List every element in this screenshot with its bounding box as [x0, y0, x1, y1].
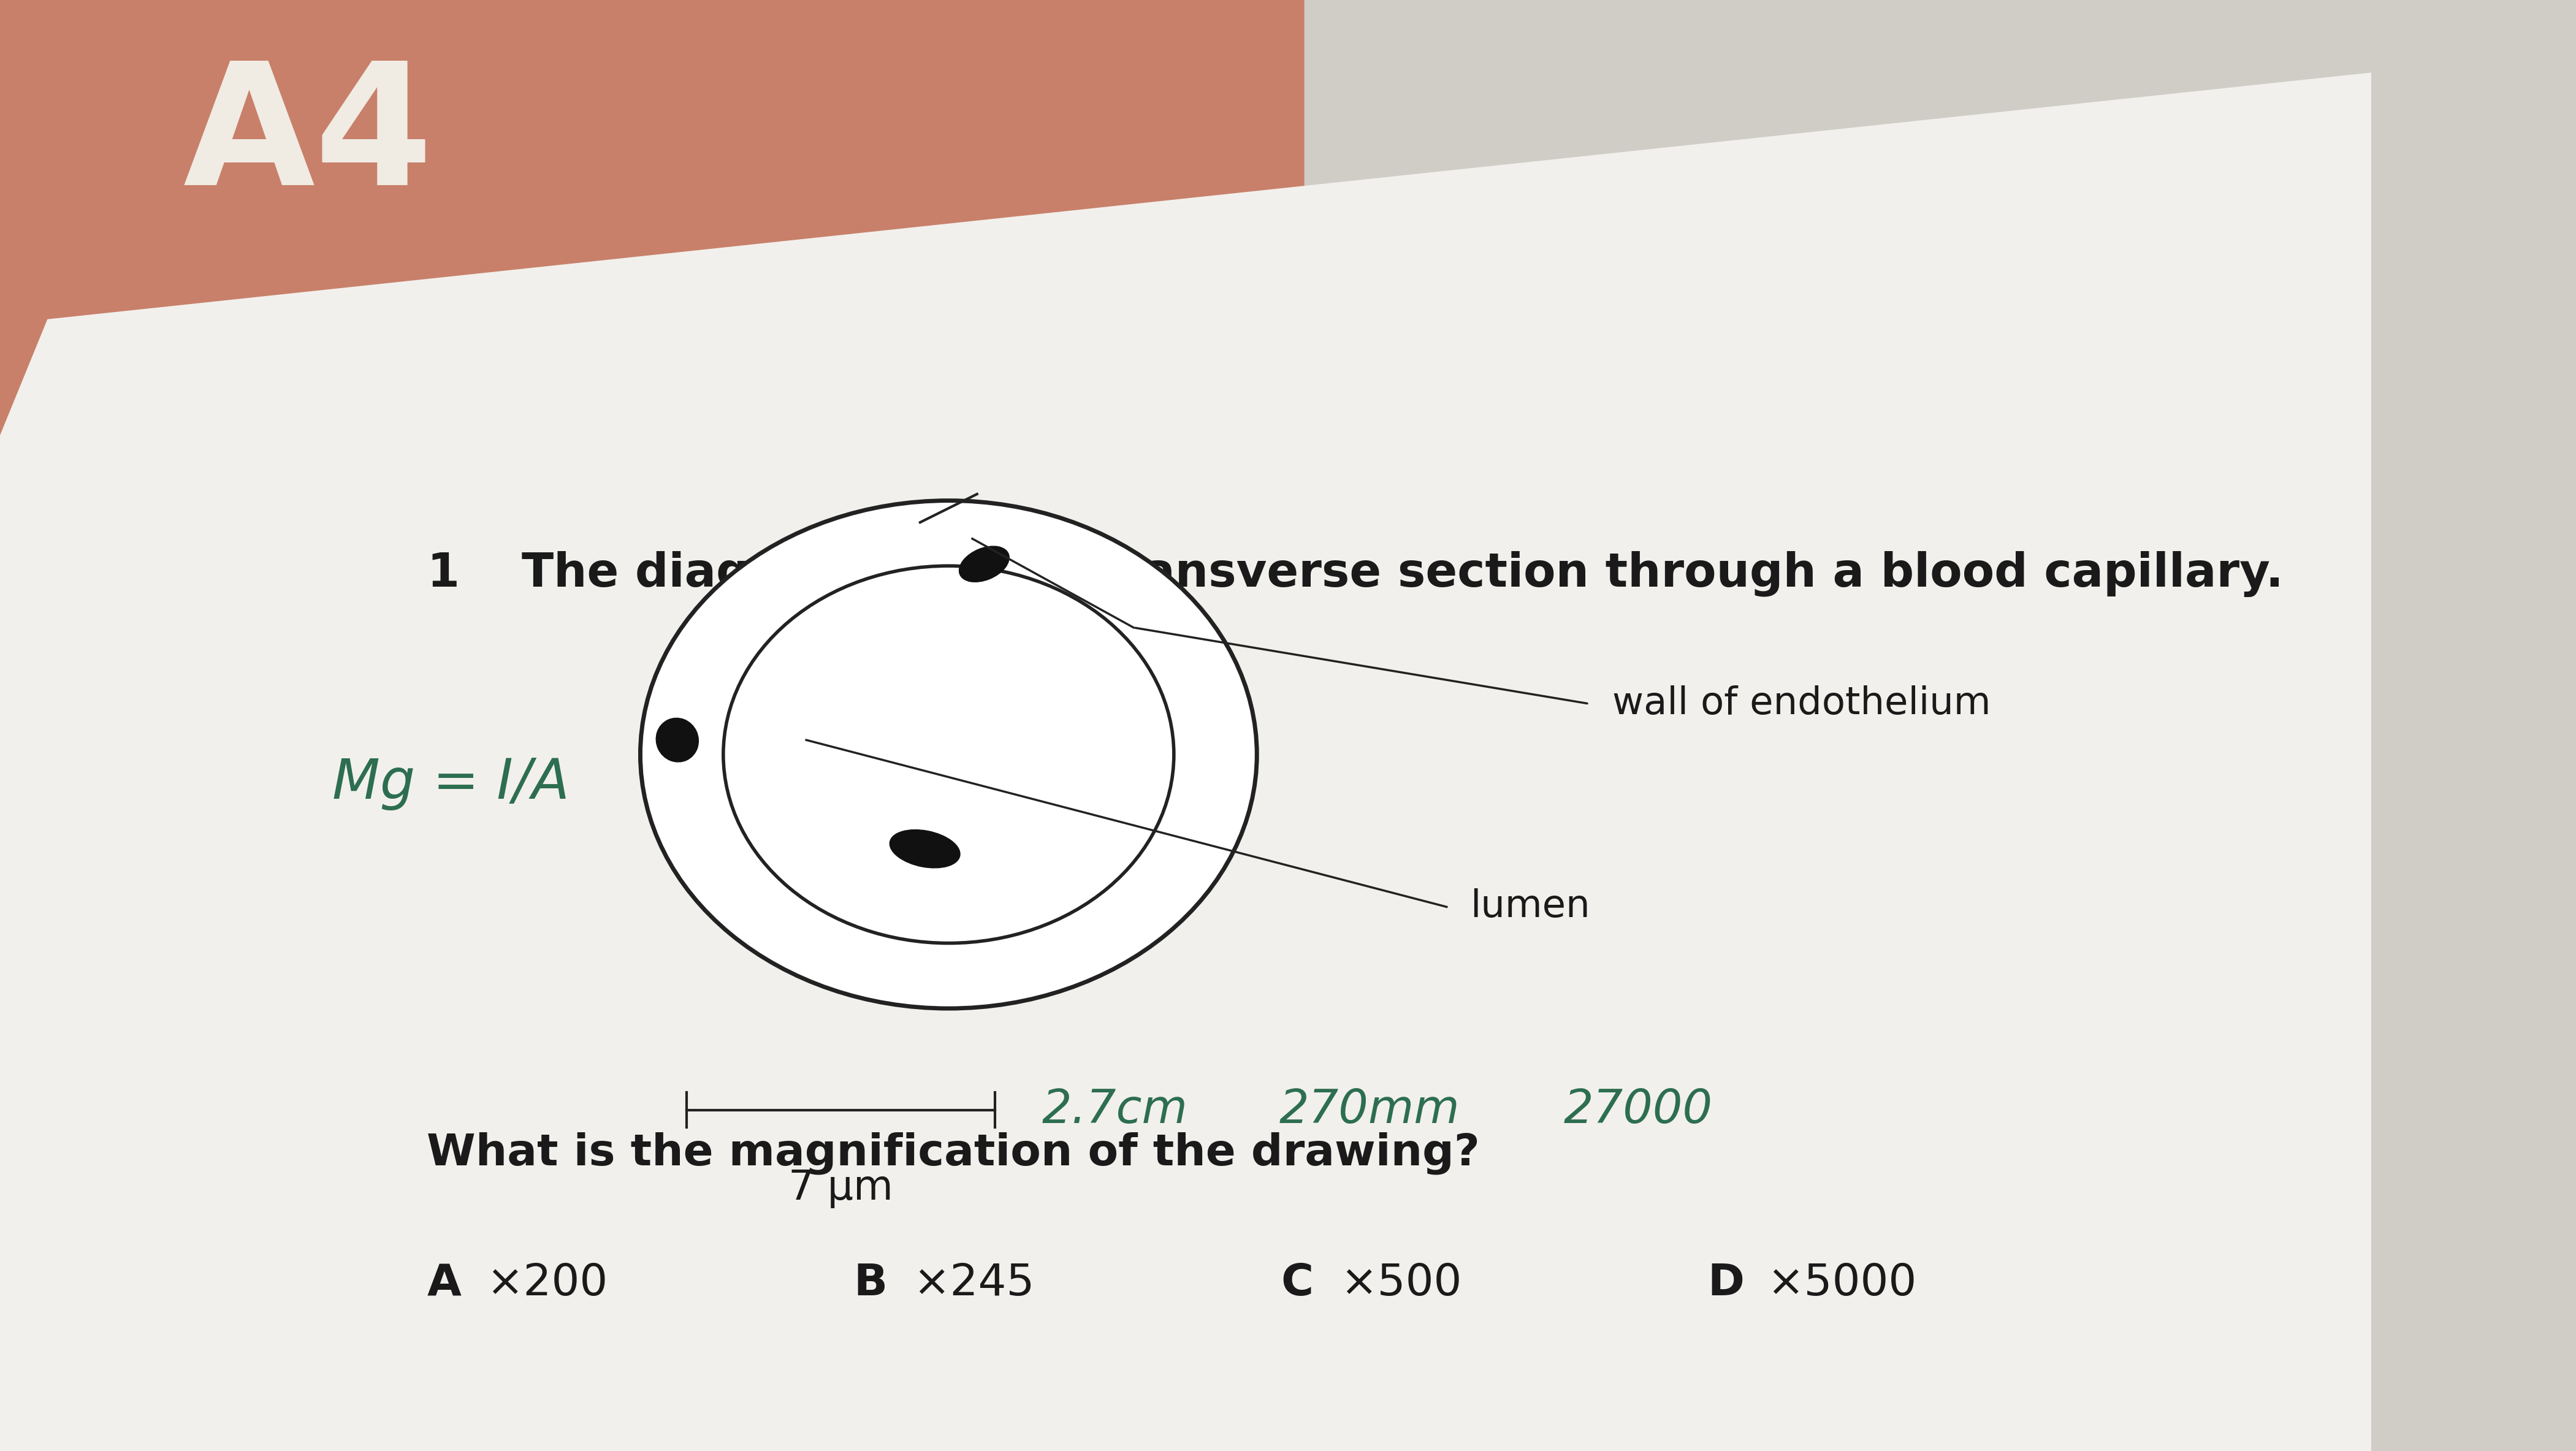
Text: A: A [428, 1262, 461, 1304]
Text: wall of endothelium: wall of endothelium [1613, 685, 1991, 723]
Text: Mg = I/A: Mg = I/A [332, 756, 569, 811]
Text: D: D [1708, 1262, 1744, 1304]
Polygon shape [0, 73, 2372, 1451]
Ellipse shape [958, 546, 1010, 582]
Text: A4: A4 [183, 55, 433, 221]
Text: ×200: ×200 [487, 1262, 608, 1304]
Text: B: B [853, 1262, 889, 1304]
Text: The diagram shows a transverse section through a blood capillary.: The diagram shows a transverse section t… [523, 551, 2282, 598]
Polygon shape [0, 0, 1303, 508]
Text: 1: 1 [428, 551, 459, 596]
Ellipse shape [889, 830, 961, 868]
Text: 7 μm: 7 μm [788, 1168, 894, 1209]
Text: 27000: 27000 [1564, 1087, 1713, 1133]
Text: 270mm: 270mm [1280, 1087, 1461, 1133]
Text: ×5000: ×5000 [1767, 1262, 1917, 1304]
Text: C: C [1280, 1262, 1314, 1304]
Text: 2.7cm: 2.7cm [1043, 1087, 1188, 1133]
Text: ×500: ×500 [1340, 1262, 1461, 1304]
Text: lumen: lumen [1471, 888, 1589, 926]
Ellipse shape [724, 566, 1175, 943]
Ellipse shape [657, 718, 698, 762]
Text: ×245: ×245 [912, 1262, 1036, 1304]
Text: What is the magnification of the drawing?: What is the magnification of the drawing… [428, 1132, 1481, 1174]
Ellipse shape [641, 501, 1257, 1008]
